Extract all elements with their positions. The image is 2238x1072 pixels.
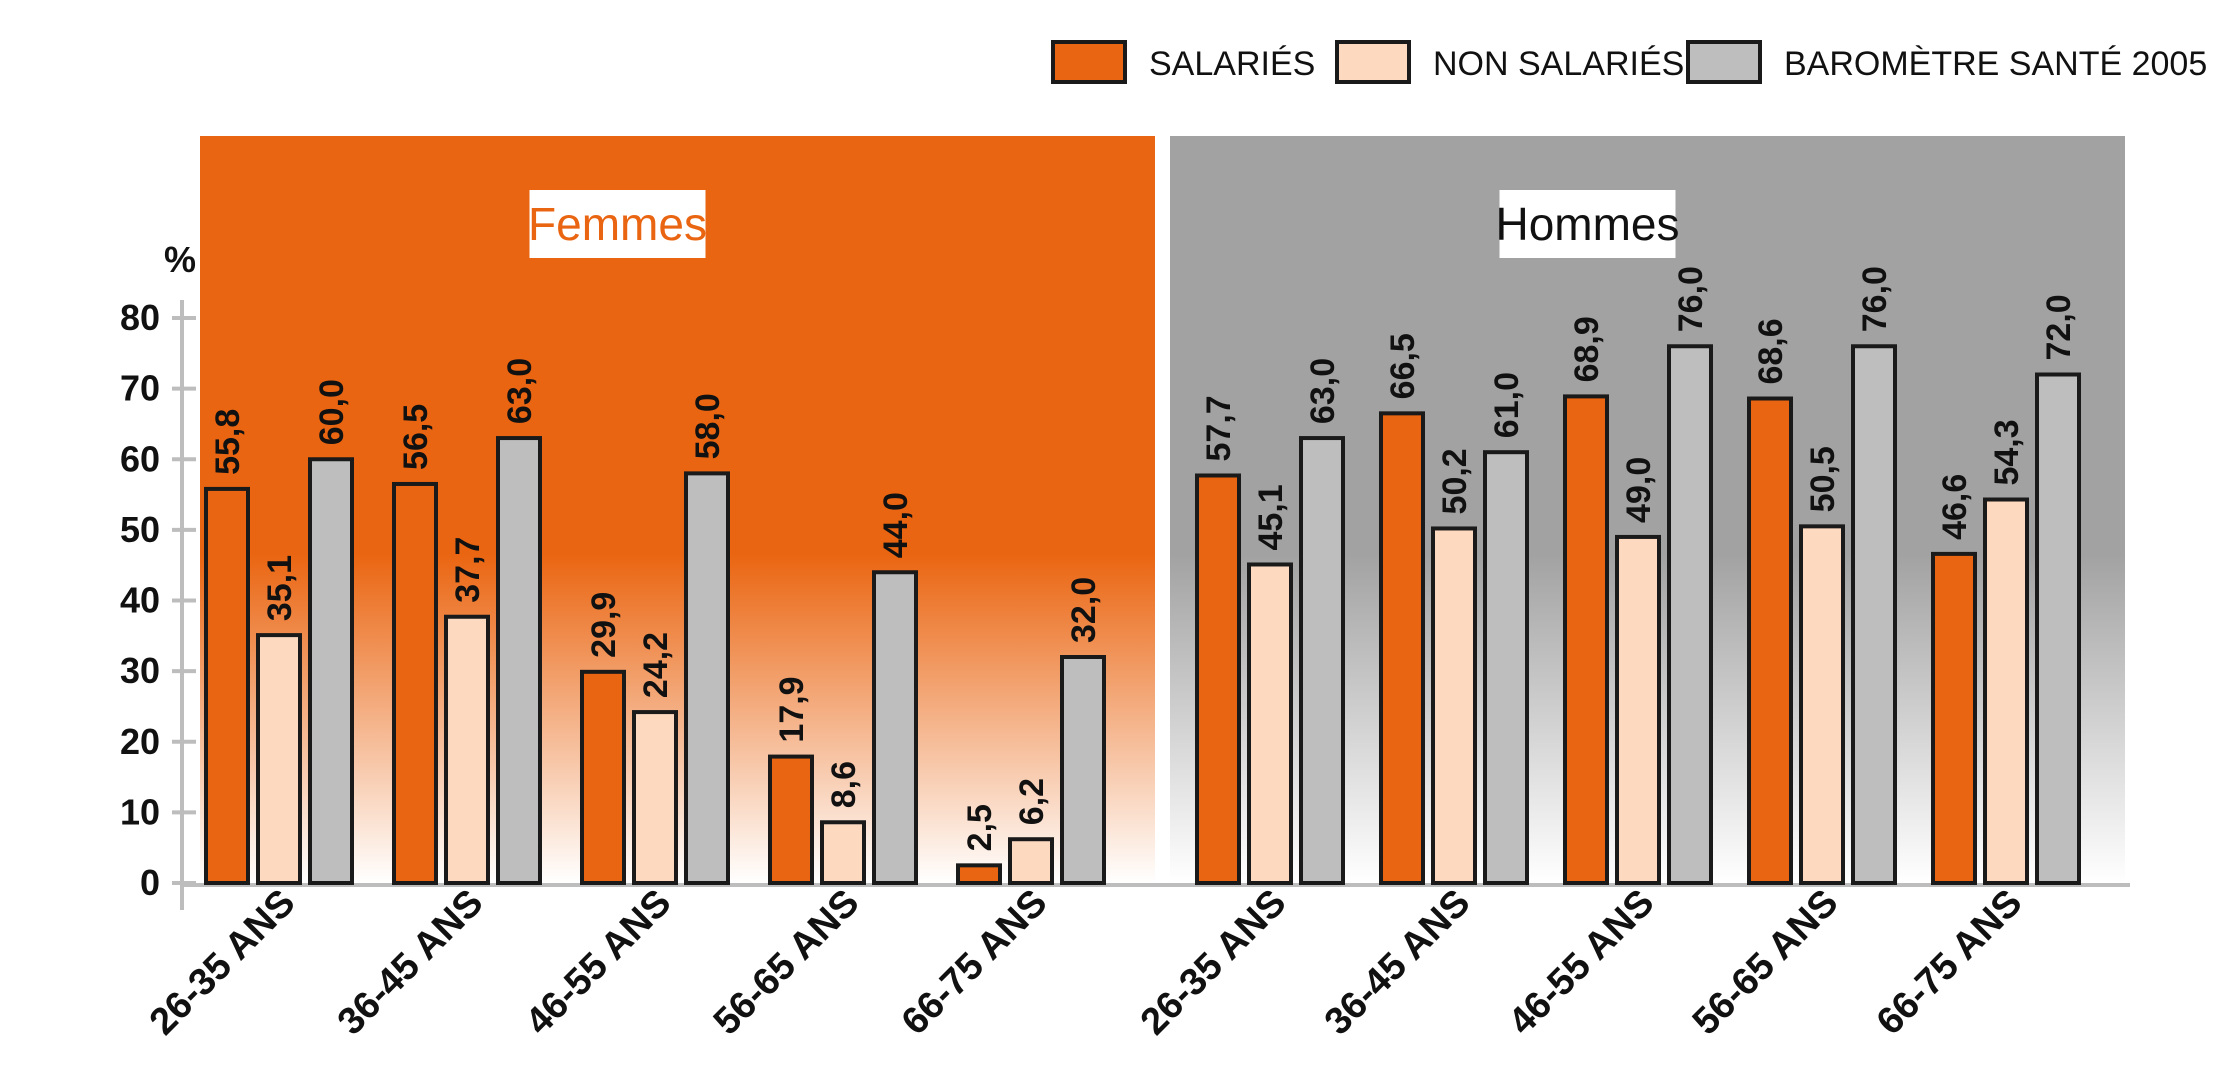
bar-0-2-3 <box>872 570 918 885</box>
y-tick-label-6: 60 <box>120 438 160 479</box>
legend-swatch-1 <box>1335 40 1411 84</box>
data-label-1-2-4: 72,0 <box>2040 294 2078 360</box>
y-tick-label-2: 20 <box>120 721 160 762</box>
category-label-1-4: 66-75 ANS <box>1869 882 2031 1044</box>
bar-1-0-3 <box>1747 396 1793 885</box>
bar-1-2-3 <box>1851 344 1897 885</box>
data-label-1-0-3: 68,6 <box>1752 318 1790 384</box>
data-label-0-1-2: 24,2 <box>637 632 675 698</box>
legend: SALARIÉS NON SALARIÉS BAROMÈTRE SANTÉ 2005 <box>1051 40 2207 84</box>
data-label-0-2-2: 58,0 <box>689 393 727 459</box>
data-label-0-0-1: 56,5 <box>397 404 435 470</box>
bar-1-0-1 <box>1379 411 1425 885</box>
bar-1-1-1 <box>1431 526 1477 886</box>
data-label-0-2-1: 63,0 <box>501 358 539 424</box>
data-label-0-0-0: 55,8 <box>209 409 247 475</box>
data-label-1-1-0: 45,1 <box>1252 484 1290 550</box>
data-label-0-2-3: 44,0 <box>877 492 915 558</box>
data-label-1-0-0: 57,7 <box>1200 395 1238 461</box>
bar-0-2-1 <box>496 436 542 885</box>
category-label-0-1: 36-45 ANS <box>330 882 492 1044</box>
data-label-0-1-1: 37,7 <box>449 537 487 603</box>
category-label-1-2: 46-55 ANS <box>1501 882 1663 1044</box>
y-tick-label-8: 80 <box>120 297 160 338</box>
legend-swatch-2 <box>1686 40 1762 84</box>
bar-0-0-4 <box>956 863 1002 885</box>
bar-1-1-2 <box>1615 534 1661 885</box>
data-label-1-2-1: 61,0 <box>1488 372 1526 438</box>
bar-1-0-0 <box>1195 473 1241 885</box>
y-tick-label-4: 40 <box>120 580 160 621</box>
data-label-1-1-2: 49,0 <box>1620 457 1658 523</box>
bar-0-0-1 <box>392 481 438 885</box>
bar-1-1-3 <box>1799 524 1845 885</box>
panel-title-box-1 <box>1499 190 1676 258</box>
category-label-0-3: 56-65 ANS <box>706 882 868 1044</box>
y-tick-label-5: 50 <box>120 509 160 550</box>
bar-1-1-0 <box>1247 562 1293 885</box>
bar-0-2-4 <box>1060 655 1106 885</box>
data-label-1-1-4: 54,3 <box>1988 419 2026 485</box>
y-tick-label-7: 70 <box>120 368 160 409</box>
legend-swatch-0 <box>1051 40 1127 84</box>
panel-title-1: Hommes <box>1495 198 1679 250</box>
category-label-1-1: 36-45 ANS <box>1317 882 1479 1044</box>
data-label-0-1-3: 8,6 <box>825 761 863 808</box>
legend-label-1: NON SALARIÉS <box>1433 45 1684 83</box>
data-label-1-1-1: 50,2 <box>1436 448 1474 514</box>
bar-0-1-1 <box>444 614 490 886</box>
data-label-0-0-3: 17,9 <box>773 676 811 742</box>
data-label-0-0-4: 2,5 <box>961 804 999 851</box>
bar-0-0-0 <box>204 486 250 885</box>
bar-1-0-2 <box>1563 394 1609 885</box>
bar-0-2-2 <box>684 471 730 885</box>
data-label-0-2-4: 32,0 <box>1065 577 1103 643</box>
legend-label-2: BAROMÈTRE SANTÉ 2005 <box>1784 45 2207 83</box>
data-label-1-2-3: 76,0 <box>1856 266 1894 332</box>
bar-1-2-0 <box>1299 436 1345 885</box>
legend-label-0: SALARIÉS <box>1149 45 1315 83</box>
data-label-1-2-2: 76,0 <box>1672 266 1710 332</box>
bar-0-1-3 <box>820 820 866 886</box>
bar-0-1-2 <box>632 710 678 886</box>
bar-1-2-2 <box>1667 344 1713 885</box>
y-tick-label-0: 0 <box>140 862 160 903</box>
data-label-1-1-3: 50,5 <box>1804 446 1842 512</box>
bar-1-0-4 <box>1931 551 1977 885</box>
y-unit-label: % <box>164 239 196 280</box>
data-label-0-2-0: 60,0 <box>313 379 351 445</box>
category-label-1-0: 26-35 ANS <box>1133 882 1295 1044</box>
data-label-0-0-2: 29,9 <box>585 592 623 658</box>
panel-title-0: Femmes <box>528 198 707 250</box>
category-label-0-0: 26-35 ANS <box>142 882 304 1044</box>
bars <box>204 344 2081 886</box>
category-label-1-3: 56-65 ANS <box>1685 882 1847 1044</box>
data-labels: 55,8 56,5 29,9 17,9 2,5 35,1 37,7 24,2 8,6 6,2 60,… <box>209 266 2078 851</box>
category-label-0-2: 46-55 ANS <box>518 882 680 1044</box>
bar-0-1-0 <box>256 633 302 886</box>
bar-0-0-2 <box>580 669 626 885</box>
data-label-1-0-2: 68,9 <box>1568 316 1606 382</box>
bar-1-2-4 <box>2035 372 2081 885</box>
data-label-1-2-0: 63,0 <box>1304 358 1342 424</box>
data-label-1-0-1: 66,5 <box>1384 333 1422 399</box>
data-label-0-1-0: 35,1 <box>261 555 299 621</box>
bar-1-1-4 <box>1983 497 2029 885</box>
bar-0-0-3 <box>768 754 814 885</box>
bar-1-2-1 <box>1483 450 1529 885</box>
bar-0-2-0 <box>308 457 354 885</box>
panel-title-box-0 <box>529 190 706 258</box>
y-tick-label-1: 10 <box>120 791 160 832</box>
data-label-1-0-4: 46,6 <box>1936 474 1974 540</box>
data-label-0-1-4: 6,2 <box>1013 778 1051 825</box>
y-tick-label-3: 30 <box>120 650 160 691</box>
category-label-0-4: 66-75 ANS <box>894 882 1056 1044</box>
bar-0-1-4 <box>1008 837 1054 886</box>
